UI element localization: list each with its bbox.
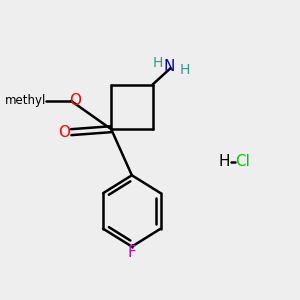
Text: Cl: Cl — [235, 154, 250, 169]
Text: N: N — [164, 59, 175, 74]
Text: O: O — [69, 94, 81, 109]
Text: methyl: methyl — [5, 94, 47, 107]
Text: H: H — [218, 154, 230, 169]
Text: H: H — [153, 56, 163, 70]
Text: H: H — [180, 63, 190, 77]
Text: O: O — [58, 125, 70, 140]
Text: F: F — [128, 245, 136, 260]
